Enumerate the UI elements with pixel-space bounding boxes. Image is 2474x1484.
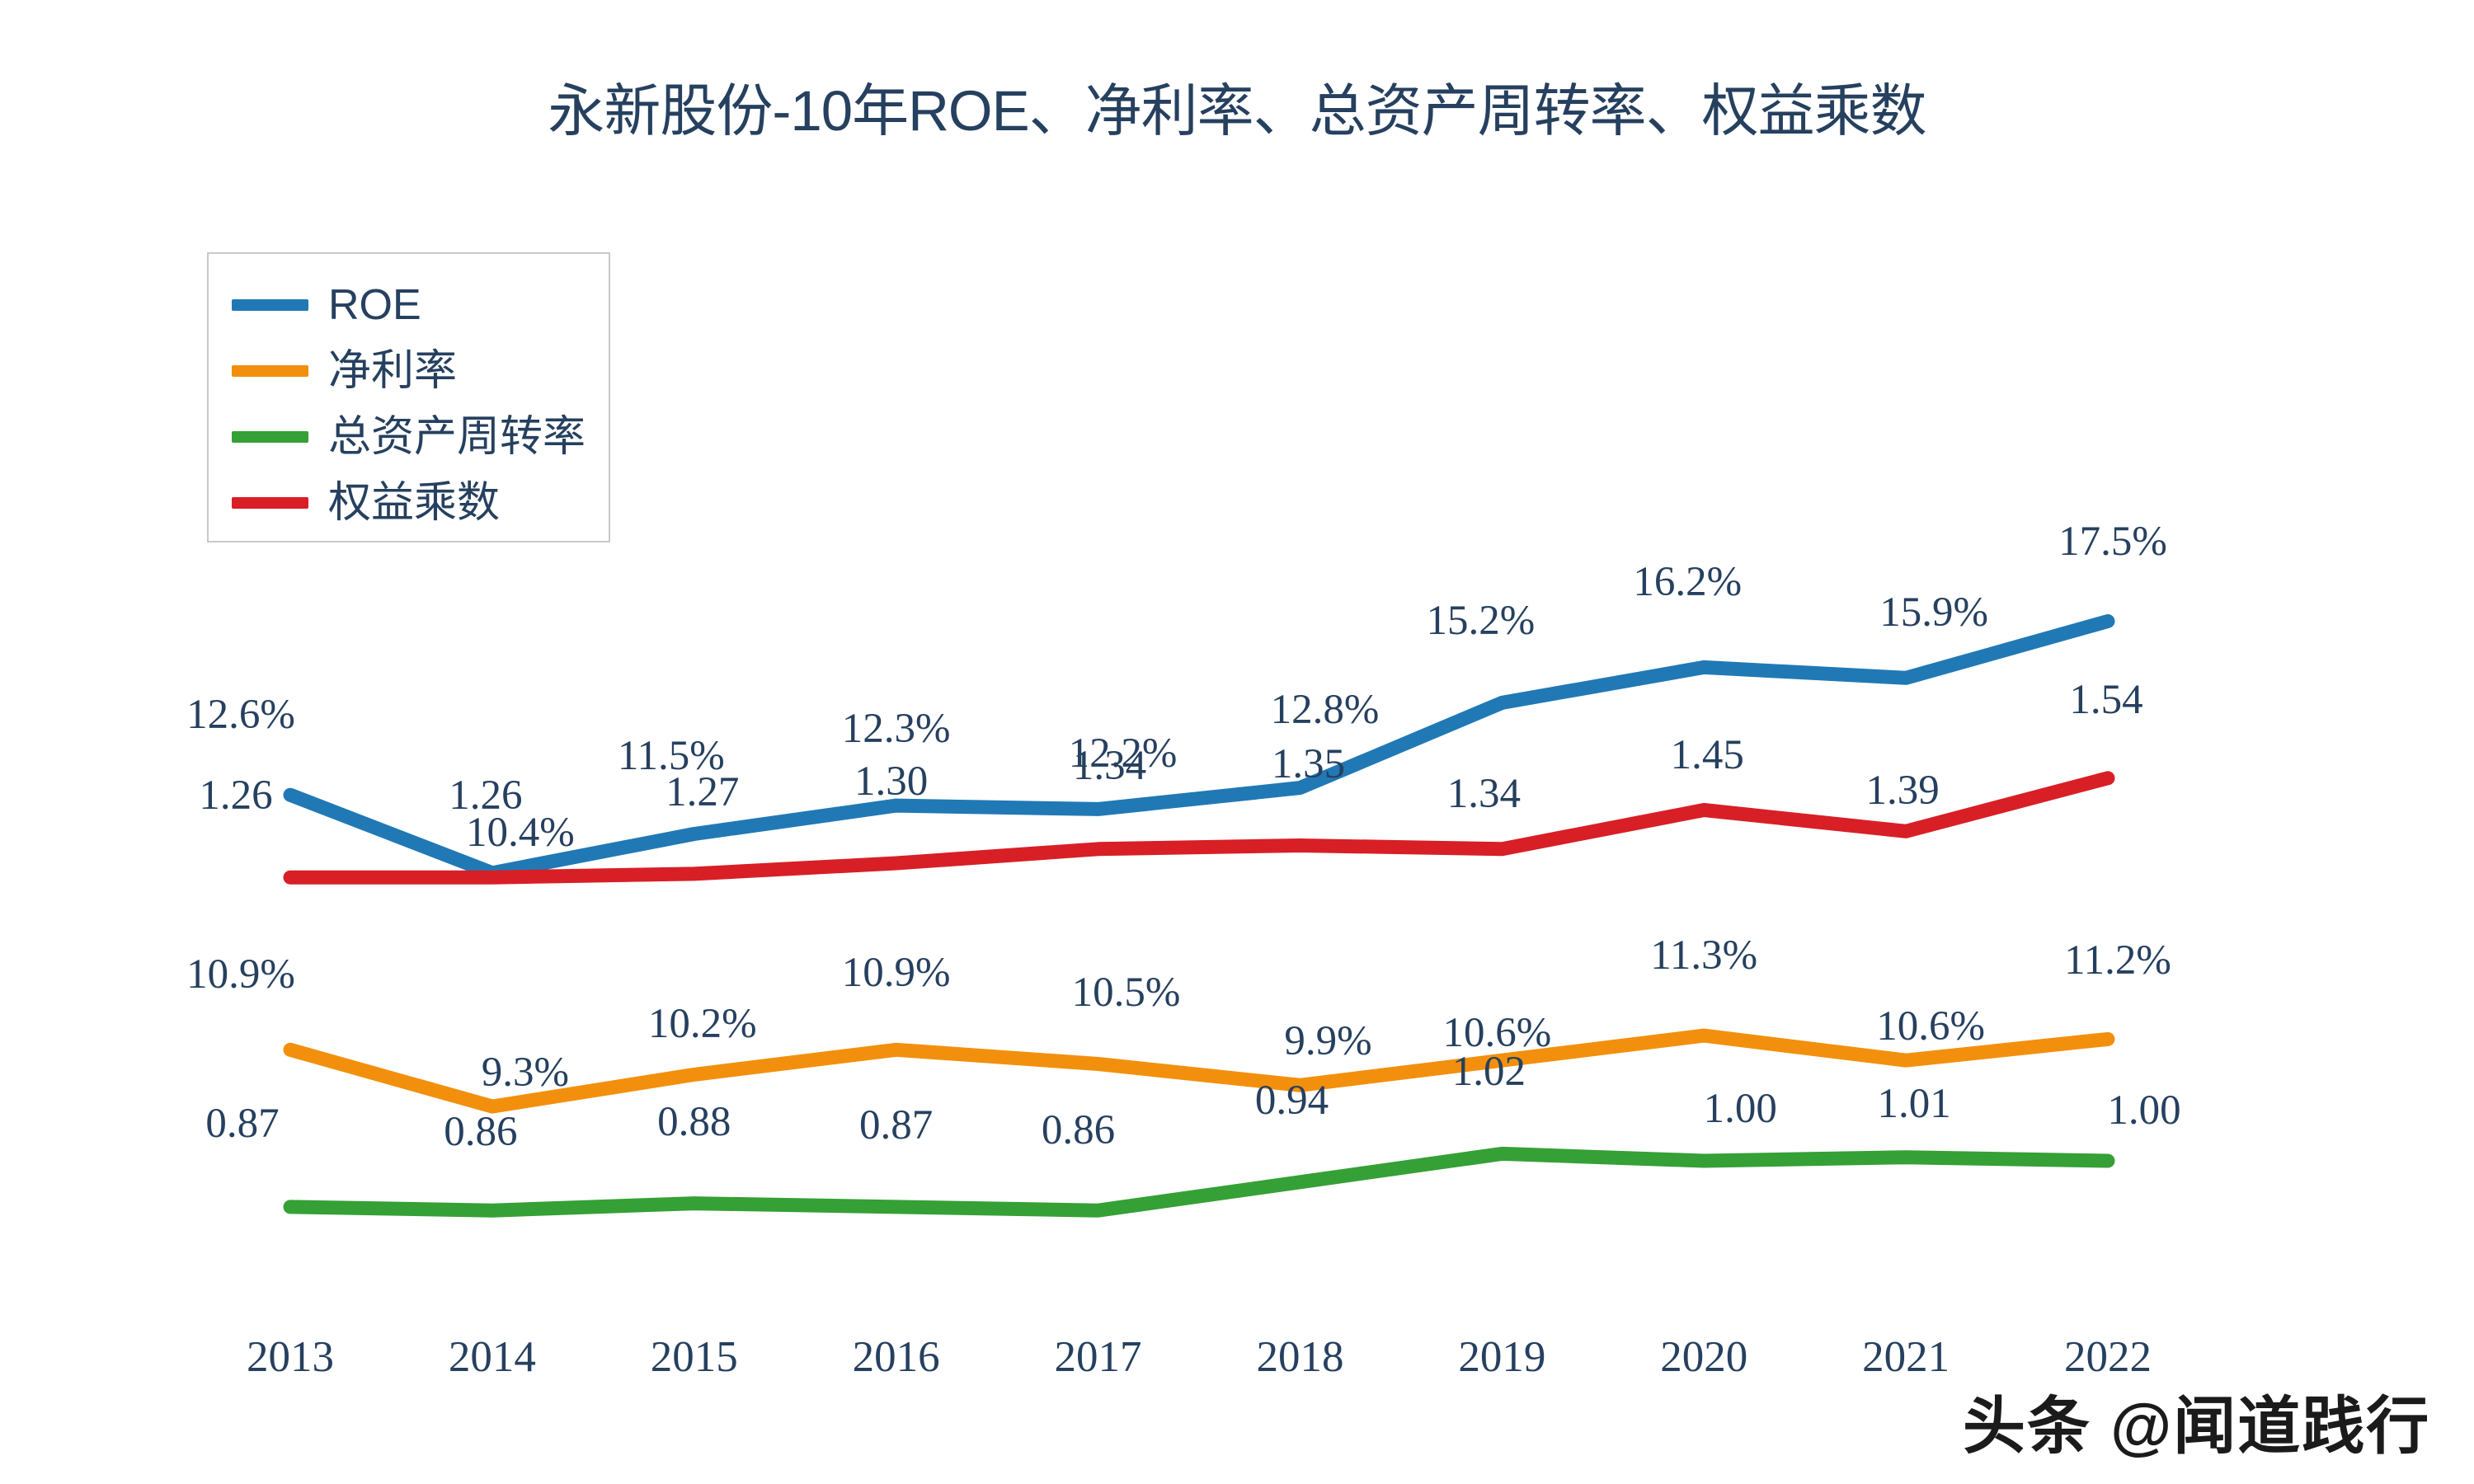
- legend-item-net-margin[interactable]: 净利率: [232, 338, 609, 404]
- chart-title: 永新股份-10年ROE、净利率、总资产周转率、权益乘数: [548, 79, 1926, 143]
- data-label: 10.9%: [841, 950, 951, 997]
- data-label: 1.27: [666, 768, 740, 815]
- data-label: 0.86: [444, 1109, 518, 1156]
- data-label: 10.6%: [1442, 1010, 1552, 1057]
- x-axis-tick-label: 2019: [1458, 1333, 1546, 1381]
- data-label: 1.45: [1670, 731, 1744, 778]
- legend-swatch-asset-turnover: [232, 431, 308, 443]
- data-label: 1.39: [1865, 768, 1940, 815]
- data-label: 12.3%: [841, 706, 951, 753]
- data-label: 12.6%: [186, 692, 295, 739]
- data-label: 17.5%: [2058, 518, 2167, 565]
- data-label: 1.54: [2069, 676, 2143, 723]
- x-axis-tick-label: 2013: [247, 1333, 334, 1381]
- data-label: 0.87: [859, 1101, 934, 1148]
- legend-swatch-roe: [232, 299, 308, 311]
- x-axis-tick-label: 2015: [650, 1333, 738, 1381]
- series-line-roe: [283, 614, 2115, 881]
- data-label: 1.26: [449, 773, 523, 819]
- legend-item-roe[interactable]: ROE: [232, 272, 609, 338]
- data-label: 16.2%: [1633, 559, 1743, 606]
- data-label: 0.88: [657, 1098, 731, 1145]
- data-label: 9.9%: [1284, 1018, 1372, 1065]
- data-label: 1.02: [1451, 1049, 1526, 1096]
- chart-legend: ROE 净利率 总资产周转率 权益乘数: [207, 252, 610, 542]
- x-axis-tick-label: 2016: [852, 1333, 940, 1381]
- data-label: 0.94: [1254, 1077, 1329, 1124]
- legend-label-net-margin: 净利率: [328, 347, 458, 395]
- data-label: 11.2%: [2064, 937, 2171, 984]
- data-label: 1.26: [199, 773, 273, 819]
- x-axis-tick-label: 2022: [2064, 1333, 2152, 1381]
- data-label: 11.5%: [617, 732, 725, 779]
- data-label: 10.6%: [1876, 1003, 1985, 1050]
- data-label: 9.3%: [481, 1050, 569, 1097]
- legend-item-asset-turnover[interactable]: 总资产周转率: [232, 404, 609, 470]
- legend-label-asset-turnover: 总资产周转率: [328, 413, 586, 461]
- legend-item-equity-multiplier[interactable]: 权益乘数: [232, 470, 609, 536]
- data-label: 1.30: [854, 758, 929, 805]
- legend-swatch-equity-multiplier: [232, 497, 308, 509]
- data-label: 0.87: [205, 1100, 280, 1147]
- legend-label-roe: ROE: [328, 281, 421, 329]
- data-label: 1.00: [2107, 1087, 2181, 1134]
- data-label: 12.2%: [1068, 730, 1178, 777]
- data-label: 1.34: [1072, 742, 1147, 789]
- data-label: 12.8%: [1270, 686, 1380, 733]
- series-line-asset-turnover: [283, 1146, 2115, 1218]
- data-label: 10.9%: [186, 951, 295, 998]
- data-label: 1.01: [1877, 1080, 1951, 1127]
- x-axis-tick-label: 2020: [1660, 1333, 1748, 1381]
- x-axis-tick-label: 2014: [448, 1333, 536, 1381]
- data-label: 1.00: [1703, 1086, 1777, 1132]
- x-axis-tick-label: 2021: [1862, 1333, 1950, 1381]
- data-label: 0.86: [1041, 1107, 1116, 1154]
- series-line-net-margin: [283, 1028, 2115, 1114]
- data-label: 1.34: [1446, 770, 1521, 817]
- data-label: 10.5%: [1071, 969, 1181, 1016]
- data-label: 1.35: [1271, 740, 1346, 787]
- watermark: 头条 @闻道践行: [1963, 1392, 2431, 1462]
- series-line-equity-multiplier: [283, 771, 2115, 885]
- legend-swatch-net-margin: [232, 365, 308, 377]
- data-label: 10.4%: [466, 809, 575, 856]
- data-label: 15.2%: [1426, 598, 1536, 645]
- x-axis-tick-label: 2018: [1256, 1333, 1344, 1381]
- data-label: 11.3%: [1650, 932, 1758, 979]
- data-label: 15.9%: [1879, 589, 1988, 636]
- x-axis-tick-label: 2017: [1054, 1333, 1142, 1381]
- data-label: 10.2%: [647, 1001, 757, 1048]
- legend-label-equity-multiplier: 权益乘数: [328, 479, 501, 527]
